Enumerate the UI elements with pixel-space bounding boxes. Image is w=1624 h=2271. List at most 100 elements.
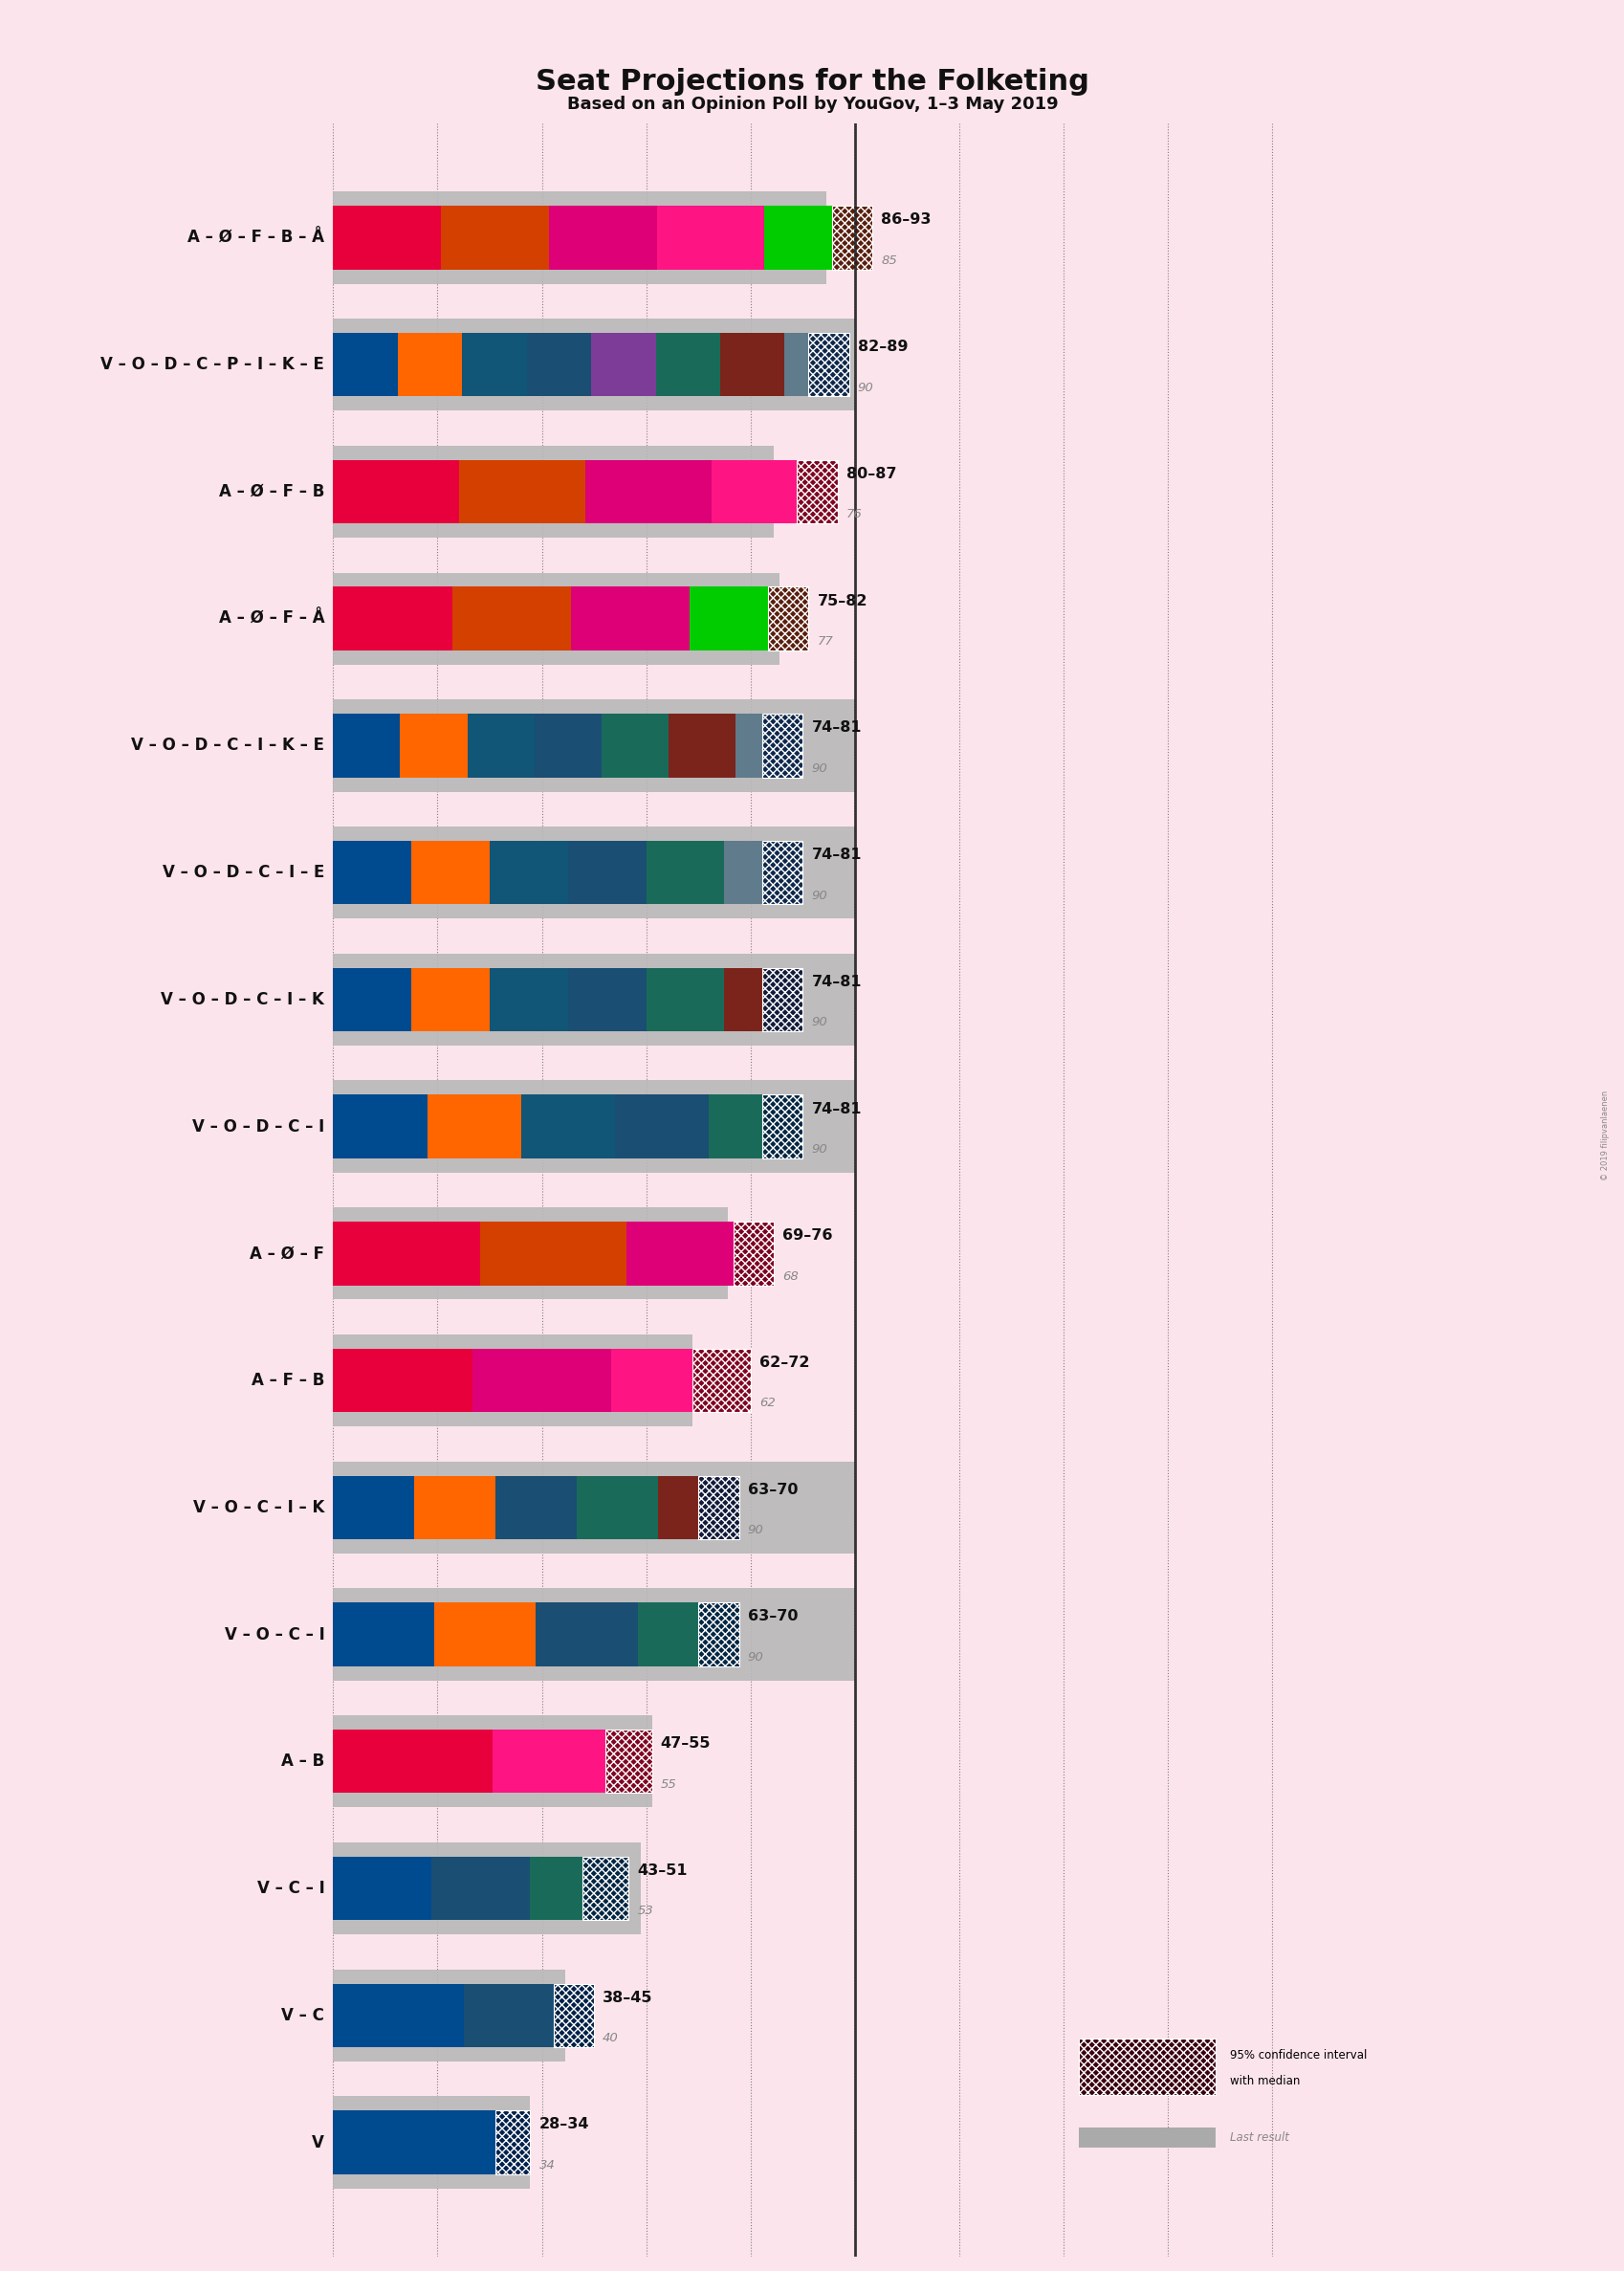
Bar: [411, 840, 489, 904]
Bar: [333, 1969, 565, 2062]
Bar: [333, 1208, 728, 1299]
Bar: [479, 1222, 627, 1285]
Text: V – O – D – C – P – I – K – E: V – O – D – C – P – I – K – E: [101, 357, 325, 372]
Bar: [536, 1603, 637, 1667]
Bar: [689, 586, 809, 650]
Bar: [492, 1731, 651, 1794]
Bar: [333, 1222, 479, 1285]
Bar: [333, 1095, 427, 1158]
Text: 90: 90: [747, 1651, 763, 1665]
Text: A – B: A – B: [281, 1753, 325, 1769]
Text: 90: 90: [810, 1142, 827, 1156]
Bar: [768, 586, 809, 650]
Text: © 2019 filipvanlaenen: © 2019 filipvanlaenen: [1600, 1090, 1609, 1181]
Text: 90: 90: [857, 382, 874, 393]
Bar: [526, 334, 591, 397]
Text: 47–55: 47–55: [661, 1737, 710, 1751]
Text: 74–81: 74–81: [810, 974, 861, 988]
Bar: [333, 827, 854, 917]
Text: 63–70: 63–70: [747, 1483, 797, 1497]
Bar: [692, 1349, 750, 1413]
Bar: [627, 1222, 773, 1285]
Text: A – Ø – F – Å: A – Ø – F – Å: [219, 611, 325, 627]
Bar: [534, 713, 601, 777]
Bar: [432, 1858, 529, 1921]
Text: 90: 90: [810, 763, 827, 774]
Text: 68: 68: [783, 1269, 797, 1283]
Bar: [333, 1335, 692, 1426]
Bar: [732, 1222, 773, 1285]
Text: 62–72: 62–72: [758, 1356, 809, 1369]
Bar: [768, 586, 809, 650]
Bar: [763, 207, 872, 270]
Bar: [554, 1983, 594, 2046]
Text: A – F – B: A – F – B: [252, 1372, 325, 1390]
Bar: [440, 207, 549, 270]
Bar: [414, 1476, 495, 1540]
Bar: [398, 334, 461, 397]
Text: A – Ø – F: A – Ø – F: [250, 1245, 325, 1263]
Text: V – O – D – C – I – K – E: V – O – D – C – I – K – E: [132, 738, 325, 754]
Bar: [611, 1349, 750, 1413]
Bar: [427, 1095, 521, 1158]
Bar: [831, 207, 872, 270]
Bar: [762, 1095, 802, 1158]
Text: 85: 85: [880, 254, 896, 266]
Bar: [333, 1731, 492, 1794]
Bar: [1078, 2039, 1215, 2094]
Bar: [646, 967, 724, 1031]
Bar: [570, 586, 689, 650]
Bar: [333, 1983, 463, 2046]
Bar: [724, 840, 802, 904]
Bar: [333, 2096, 529, 2189]
Text: 63–70: 63–70: [747, 1610, 797, 1624]
Bar: [568, 840, 646, 904]
Bar: [577, 1476, 658, 1540]
Bar: [473, 1349, 611, 1413]
Bar: [460, 459, 585, 522]
Text: Last result: Last result: [1229, 2132, 1288, 2144]
Bar: [654, 334, 719, 397]
Text: V – C – I: V – C – I: [257, 1880, 325, 1896]
Text: 86–93: 86–93: [880, 213, 931, 227]
Bar: [658, 1476, 739, 1540]
Bar: [333, 1349, 473, 1413]
Text: 90: 90: [747, 1524, 763, 1537]
Text: V – O – D – C – I – E: V – O – D – C – I – E: [162, 863, 325, 881]
Bar: [333, 1715, 651, 1808]
Bar: [549, 207, 656, 270]
Bar: [698, 1603, 739, 1667]
Bar: [762, 840, 802, 904]
Bar: [333, 954, 854, 1045]
Bar: [495, 2110, 529, 2173]
Bar: [468, 713, 534, 777]
Bar: [585, 459, 711, 522]
Bar: [333, 318, 854, 411]
Bar: [1078, 2128, 1215, 2148]
Text: 80–87: 80–87: [846, 466, 896, 481]
Bar: [581, 1858, 628, 1921]
Bar: [724, 967, 802, 1031]
Text: 28–34: 28–34: [539, 2117, 590, 2132]
Text: V – O – C – I: V – O – C – I: [224, 1626, 325, 1642]
Bar: [711, 459, 836, 522]
Bar: [333, 572, 780, 665]
Text: 53: 53: [637, 1905, 653, 1917]
Bar: [1078, 2039, 1215, 2094]
Bar: [809, 334, 849, 397]
Text: V: V: [312, 2135, 325, 2151]
Bar: [554, 1983, 594, 2046]
Bar: [333, 1587, 854, 1681]
Text: 90: 90: [810, 890, 827, 902]
Bar: [333, 699, 854, 793]
Text: 74–81: 74–81: [810, 720, 861, 736]
Bar: [708, 1095, 802, 1158]
Text: 90: 90: [810, 1015, 827, 1029]
Bar: [461, 334, 526, 397]
Bar: [614, 1095, 708, 1158]
Bar: [333, 2110, 529, 2173]
Bar: [333, 713, 400, 777]
Bar: [698, 1603, 739, 1667]
Bar: [591, 334, 654, 397]
Text: A – Ø – F – B – Å: A – Ø – F – B – Å: [188, 229, 325, 245]
